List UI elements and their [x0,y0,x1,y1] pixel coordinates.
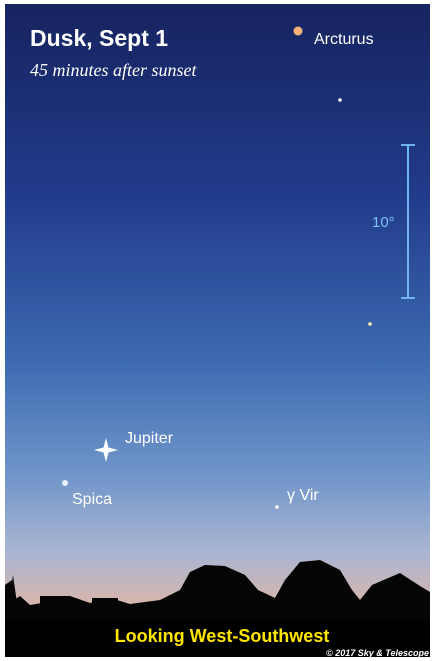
star [338,98,342,102]
title: Dusk, Sept 1 [30,25,168,51]
star-arcturus [293,26,303,36]
subtitle: 45 minutes after sunset [30,60,197,80]
landscape [5,560,430,620]
label-jupiter: Jupiter [125,430,174,447]
star-spica [62,480,68,486]
footer-bar [5,620,430,657]
sky [5,4,430,657]
planet-jupiter [94,438,118,462]
star [368,322,372,326]
direction: Looking West-Southwest [115,626,330,646]
credit: © 2017 Sky & Telescope [326,648,429,658]
label-spica: Spica [72,491,112,508]
star-gamma-vir [275,505,279,509]
label-arcturus: Arcturus [314,31,374,48]
label-gamma-vir: γ Vir [287,487,319,504]
scale-bar [401,144,415,299]
scale-label: 10° [372,214,395,231]
